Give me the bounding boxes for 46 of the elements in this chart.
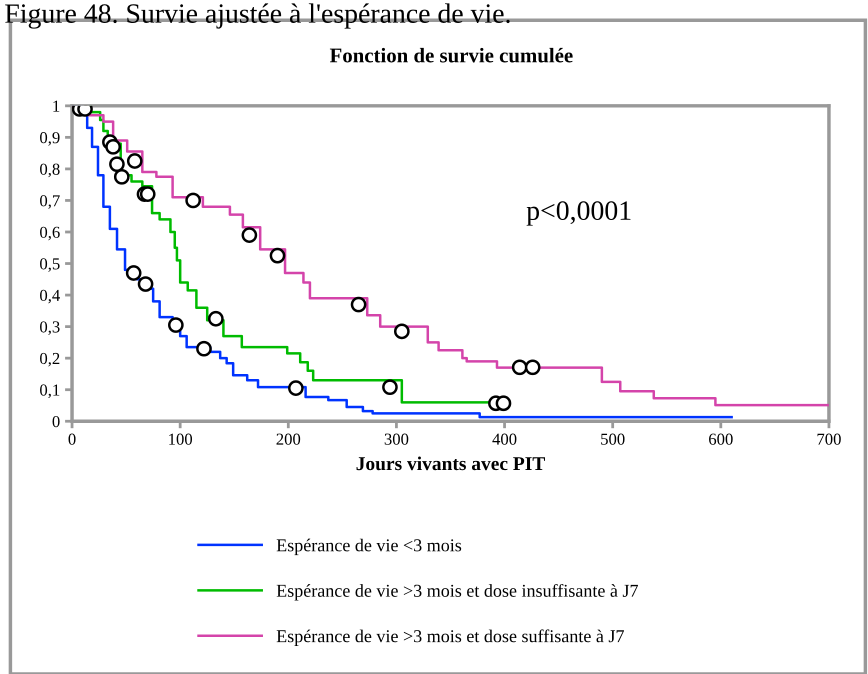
x-tick-label: 200 <box>276 434 300 445</box>
chart-title: Fonction de survie cumulée <box>330 48 573 63</box>
y-tick-label: 0,4 <box>40 290 60 304</box>
legend-label: Espérance de vie <3 mois <box>276 538 462 556</box>
y-tick-label: 1 <box>53 100 60 112</box>
annotation: p<0,0001 <box>526 201 630 226</box>
y-tick-label: 0 <box>52 416 60 428</box>
y-tick-label: 0,9 <box>40 132 60 146</box>
y-tick-label: 0,3 <box>40 321 60 335</box>
x-tick-label: 100 <box>169 434 192 445</box>
point <box>270 248 286 264</box>
point <box>394 324 410 340</box>
x-axis-title: Jours vivants avec PIT <box>356 456 545 470</box>
y-tick-label: 0,5 <box>40 258 60 272</box>
point <box>208 310 224 327</box>
point <box>126 265 142 281</box>
point <box>350 296 366 312</box>
point <box>126 153 143 169</box>
point <box>196 340 212 357</box>
y-tick-label: 0,7 <box>40 195 60 209</box>
point <box>185 192 201 208</box>
point <box>524 359 541 376</box>
point <box>242 227 258 243</box>
y-tick-label: 0,8 <box>40 164 60 178</box>
point <box>288 380 304 396</box>
point <box>496 395 512 412</box>
point <box>168 317 184 333</box>
point <box>138 276 154 292</box>
point <box>140 186 156 202</box>
point <box>109 156 125 172</box>
y-tick-label: 0,2 <box>40 352 60 367</box>
point <box>114 168 130 185</box>
caption: Figure 48. Survie ajustée à l'espérance de vie. <box>5 3 510 29</box>
point <box>105 138 121 155</box>
legend-label: Espérance de vie >3 mois et dose insuffisante à J7 <box>276 584 638 601</box>
x-tick-label: 400 <box>492 434 516 445</box>
x-tick-label: 500 <box>601 434 625 445</box>
y-tick-label: 0,6 <box>40 226 60 240</box>
x-tick-label: 0 <box>68 434 76 445</box>
y-tick-label: 0,1 <box>40 384 60 398</box>
x-tick-label: 600 <box>709 434 733 445</box>
point <box>382 379 398 396</box>
legend-label: Espérance de vie >3 mois et dose suffisante à J7 <box>276 629 624 646</box>
point <box>512 359 528 376</box>
x-tick-label: 700 <box>818 434 841 445</box>
x-tick-label: 300 <box>384 434 408 445</box>
